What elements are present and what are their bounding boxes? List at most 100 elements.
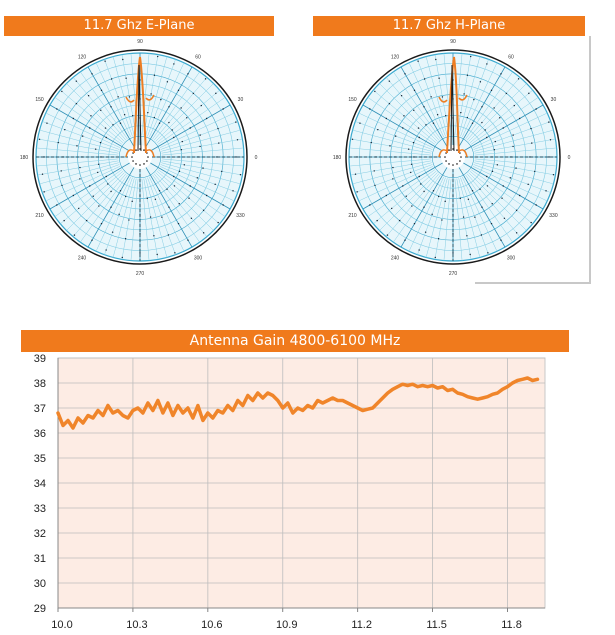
polar-outer-ring [32, 49, 248, 265]
polar-spoke [161, 162, 241, 185]
polar-spoke [373, 89, 437, 144]
e-plane-title: 11.7 Ghz E-Plane [4, 16, 274, 36]
polar-dot [168, 106, 170, 108]
x-tick-label: 10.9 [276, 619, 297, 631]
polar-spoke [45, 166, 121, 202]
polar-dot [118, 213, 120, 216]
polar-dot [515, 167, 517, 169]
polar-dot [481, 106, 483, 108]
polar-dot [173, 63, 175, 65]
polar-dot [202, 209, 205, 212]
polar-dot [466, 74, 469, 76]
polar-spoke [36, 147, 119, 156]
polar-spoke [468, 83, 527, 142]
polar-dot [75, 80, 78, 82]
polar-dot [486, 63, 488, 65]
polar-dot [160, 98, 162, 101]
polar-dot [89, 127, 91, 129]
polar-dot [123, 114, 126, 116]
polar-dot [204, 78, 207, 80]
polar-dot [351, 138, 354, 140]
polar-dot [111, 231, 114, 233]
y-tick-label: 32 [34, 528, 46, 540]
polar-dot [463, 93, 465, 95]
polar-dot [462, 216, 465, 218]
polar-dot [146, 197, 148, 200]
polar-angle-label: 180 [20, 155, 29, 161]
polar-dot [128, 219, 130, 221]
polar-spoke [157, 97, 226, 145]
polar-spoke [160, 164, 238, 193]
polar-spoke [95, 62, 131, 138]
polar-dot [424, 231, 427, 233]
polar-center-dot [139, 148, 141, 150]
polar-dot [153, 116, 156, 119]
y-tick-label: 33 [34, 503, 46, 515]
polar-dot [459, 197, 461, 200]
polar-dot [423, 190, 425, 193]
polar-angle-label: 330 [236, 213, 245, 219]
polar-angle-label: 90 [450, 39, 456, 45]
polar-spoke [469, 89, 533, 144]
y-tick-label: 38 [34, 378, 46, 390]
polar-spoke [385, 77, 440, 141]
polar-dot [222, 108, 224, 110]
polar-dot [503, 217, 506, 219]
polar-spoke [39, 162, 119, 185]
polar-dot [217, 221, 219, 224]
polar-dot [177, 89, 180, 92]
polar-spoke [454, 178, 463, 261]
polar-dot [168, 121, 170, 124]
polar-spoke [456, 54, 472, 136]
polar-dot [486, 175, 488, 178]
polar-dot [404, 239, 406, 241]
gain-series-line [56, 376, 540, 430]
polar-lobe-inner [137, 64, 142, 152]
y-tick-label: 36 [34, 428, 46, 440]
polar-dot [128, 96, 131, 98]
polar-dot [81, 135, 84, 137]
polar-dot [530, 127, 532, 130]
polar-dot [466, 235, 468, 237]
polar-spoke [393, 174, 441, 243]
polar-angle-label: 90 [137, 39, 143, 45]
polar-dot [552, 174, 555, 176]
polar-angle-label: 60 [195, 55, 201, 61]
y-tick-label: 39 [34, 353, 46, 365]
polar-spoke [434, 178, 450, 260]
polar-angle-label: 210 [348, 213, 357, 219]
polar-spoke [358, 112, 434, 148]
polar-center-dot [143, 163, 145, 165]
polar-center-dot [135, 163, 137, 165]
polar-dot [72, 117, 75, 120]
polar-dot [158, 190, 161, 192]
polar-dot [97, 163, 100, 165]
polar-spoke [373, 170, 437, 225]
polar-dot [490, 89, 493, 92]
polar-dot [166, 81, 169, 83]
polar-dot [110, 206, 112, 208]
polar-spoke [458, 56, 481, 136]
polar-dot [122, 58, 124, 61]
polar-dot [125, 77, 127, 79]
polar-dot [218, 142, 220, 144]
polar-spoke [408, 176, 444, 252]
polar-spoke [460, 59, 489, 137]
polar-dot [91, 73, 93, 75]
polar-dot [75, 102, 78, 105]
polar-dot [471, 122, 474, 124]
polar-dot [98, 205, 100, 207]
polar-spoke [36, 158, 119, 167]
polar-spoke [425, 178, 448, 258]
polar-spoke [474, 158, 557, 167]
polar-dot [502, 127, 504, 129]
polar-dot [214, 183, 216, 186]
polar-dot [57, 141, 59, 144]
polar-spoke [66, 83, 125, 142]
polar-dot [502, 185, 504, 187]
polar-dot [437, 238, 440, 240]
polar-spoke [456, 178, 472, 260]
polar-spoke [470, 169, 539, 217]
polar-dot [147, 111, 149, 114]
